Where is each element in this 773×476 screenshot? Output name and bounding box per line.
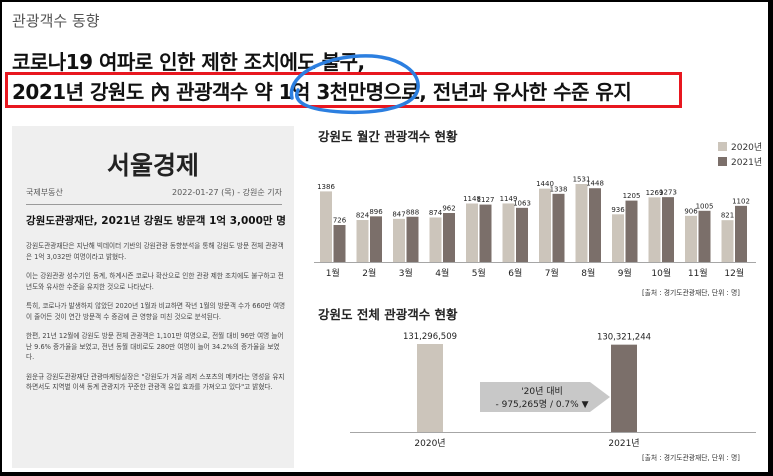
bar-2021	[625, 200, 638, 262]
bar-2020	[539, 188, 551, 262]
comparison-arrow	[480, 382, 610, 412]
total-chart-title: 강원도 전체 관광객수 현황	[318, 307, 458, 322]
page: 관광객수 동향 코로나19 여파로 인한 제한 조치에도 불구, 2021년 강…	[2, 2, 768, 472]
bar-2020	[393, 218, 405, 262]
x-tick-label: 10월	[651, 267, 671, 279]
legend-swatch-2020	[718, 142, 727, 151]
total-chart-source: [출처 : 경기도관광재단, 단위 : 명]	[642, 454, 740, 462]
bar-2021	[698, 210, 711, 262]
data-label: 1063	[513, 199, 531, 207]
bar-2021	[662, 197, 674, 262]
newspaper-name: 서울경제	[106, 151, 199, 180]
bar-2020	[612, 214, 624, 262]
data-label: 1338	[550, 185, 568, 193]
legend-label-2021: 2021년	[731, 158, 763, 168]
bar-2020	[685, 215, 697, 262]
bar-2020	[502, 203, 515, 262]
data-label: 847	[392, 210, 405, 218]
data-label: 1531	[573, 176, 591, 184]
bar-2021	[370, 216, 382, 262]
news-article-card: 서울경제 국제부동산 2022-01-27 (목) - 강원순 기자 강원도관광…	[12, 126, 294, 468]
data-label: 1102	[732, 197, 750, 205]
legend-swatch-2021	[718, 157, 727, 166]
data-label: 130,321,244	[597, 333, 651, 343]
data-label: 1205	[623, 192, 641, 200]
data-label: 1440	[536, 180, 554, 188]
bar-2020	[575, 184, 588, 262]
bar-2020	[721, 220, 734, 262]
data-label: 1386	[317, 183, 335, 191]
x-tick-label: 4월	[435, 267, 449, 279]
article-date-author: 2022-01-27 (목) - 강원순 기자	[172, 188, 282, 197]
data-label: 131,296,509	[403, 332, 457, 342]
annotation-line1: '20년 대비	[521, 386, 563, 397]
x-tick-label: 9월	[618, 267, 632, 279]
data-label: 874	[429, 209, 443, 217]
data-label: 1005	[696, 202, 714, 210]
data-label: 1149	[500, 195, 518, 203]
x-tick-label: 7월	[545, 267, 559, 279]
bar-2021	[443, 212, 455, 262]
data-label: 936	[611, 206, 625, 214]
x-tick-label: 2020년	[414, 438, 445, 449]
x-tick-label: 2021년	[608, 438, 639, 449]
bar-2021	[479, 204, 492, 262]
article-title: 강원도관광재단, 2021년 강원도 방문객 1억 3,000만 명 …	[26, 215, 286, 227]
article-paragraph: 특히, 코로나가 발생하지 않았던 2020년 1월과 비교하면 작년 1월의 …	[26, 302, 286, 321]
data-label: 906	[684, 207, 698, 215]
bar-2020	[429, 217, 442, 262]
bar-total-2020	[417, 344, 443, 432]
bar-2020	[648, 197, 661, 262]
article-paragraph: 한편, 21년 12월에 강원도 방문 전체 관광객은 1,101만 여명으로,…	[26, 332, 284, 361]
monthly-chart-title: 강원도 월간 관광객수 현황	[318, 129, 458, 144]
data-label: 1448	[586, 180, 604, 188]
data-label: 1127	[477, 196, 495, 204]
article-paragraph: 원운규 강원도관광재단 관광마케팅실장은 "강원도가 겨울 레저 스포츠의 메카…	[26, 372, 285, 392]
bar-2020	[320, 191, 332, 262]
data-label: 962	[442, 204, 455, 212]
bar-total-2021	[611, 344, 637, 432]
bar-2021	[589, 188, 601, 262]
article-paragraph: 강원도관광재단은 지난해 빅데이터 기반의 강원관광 동향분석을 통해 강원도 …	[26, 242, 284, 261]
section-title: 관광객수 동향	[12, 12, 100, 30]
data-label: 726	[333, 217, 347, 225]
article-category: 국제부동산	[26, 188, 63, 197]
article-paragraph: 이는 강원관광 성수기인 동계, 하계시즌 코로나 확산으로 인한 관광 제한 …	[26, 272, 284, 291]
x-tick-label: 2월	[362, 267, 376, 279]
data-label: 1269	[646, 189, 664, 197]
x-tick-label: 5월	[472, 267, 486, 279]
x-tick-label: 6월	[508, 267, 522, 279]
x-tick-label: 1월	[326, 267, 340, 279]
data-label: 1273	[659, 189, 677, 197]
data-label: 821	[721, 212, 734, 220]
bar-2020	[356, 220, 369, 262]
data-label: 824	[356, 212, 370, 220]
divider	[26, 204, 282, 205]
bar-2021	[406, 216, 419, 262]
data-label: 1148	[463, 195, 481, 203]
headline-line2: 2021년 강원도 內 관광객수 약 1억 3천만명으로, 전년과 유사한 수준…	[12, 80, 632, 104]
x-tick-label: 12월	[724, 267, 744, 279]
annotation-line2: - 975,265명 / 0.7% ▼	[495, 399, 588, 410]
legend-2020: 2020년	[718, 140, 762, 153]
article-body: 강원도관광재단은 지난해 빅데이터 기반의 강원관광 동향분석을 통해 강원도 …	[26, 241, 286, 402]
x-tick-label: 8월	[581, 267, 595, 279]
legend-label-2020: 2020년	[731, 143, 763, 153]
monthly-chart-source: [출처 : 경기도관광재단, 단위 : 명]	[642, 289, 740, 297]
data-label: 896	[369, 208, 383, 216]
x-tick-label: 11월	[688, 267, 708, 279]
headline-line1: 코로나19 여파로 인한 제한 조치에도 불구,	[12, 50, 365, 74]
bar-2020	[466, 203, 478, 262]
bar-2021	[735, 205, 747, 262]
total-bar-chart: '20년 대비 - 975,265명 / 0.7% ▼ 131,296,509 202…	[350, 332, 756, 449]
bar-2021	[552, 193, 565, 262]
data-label: 888	[406, 208, 419, 216]
bar-2021	[333, 225, 346, 262]
legend-2021: 2021년	[718, 155, 762, 168]
x-tick-label: 3월	[399, 267, 413, 279]
bar-2021	[516, 207, 528, 262]
